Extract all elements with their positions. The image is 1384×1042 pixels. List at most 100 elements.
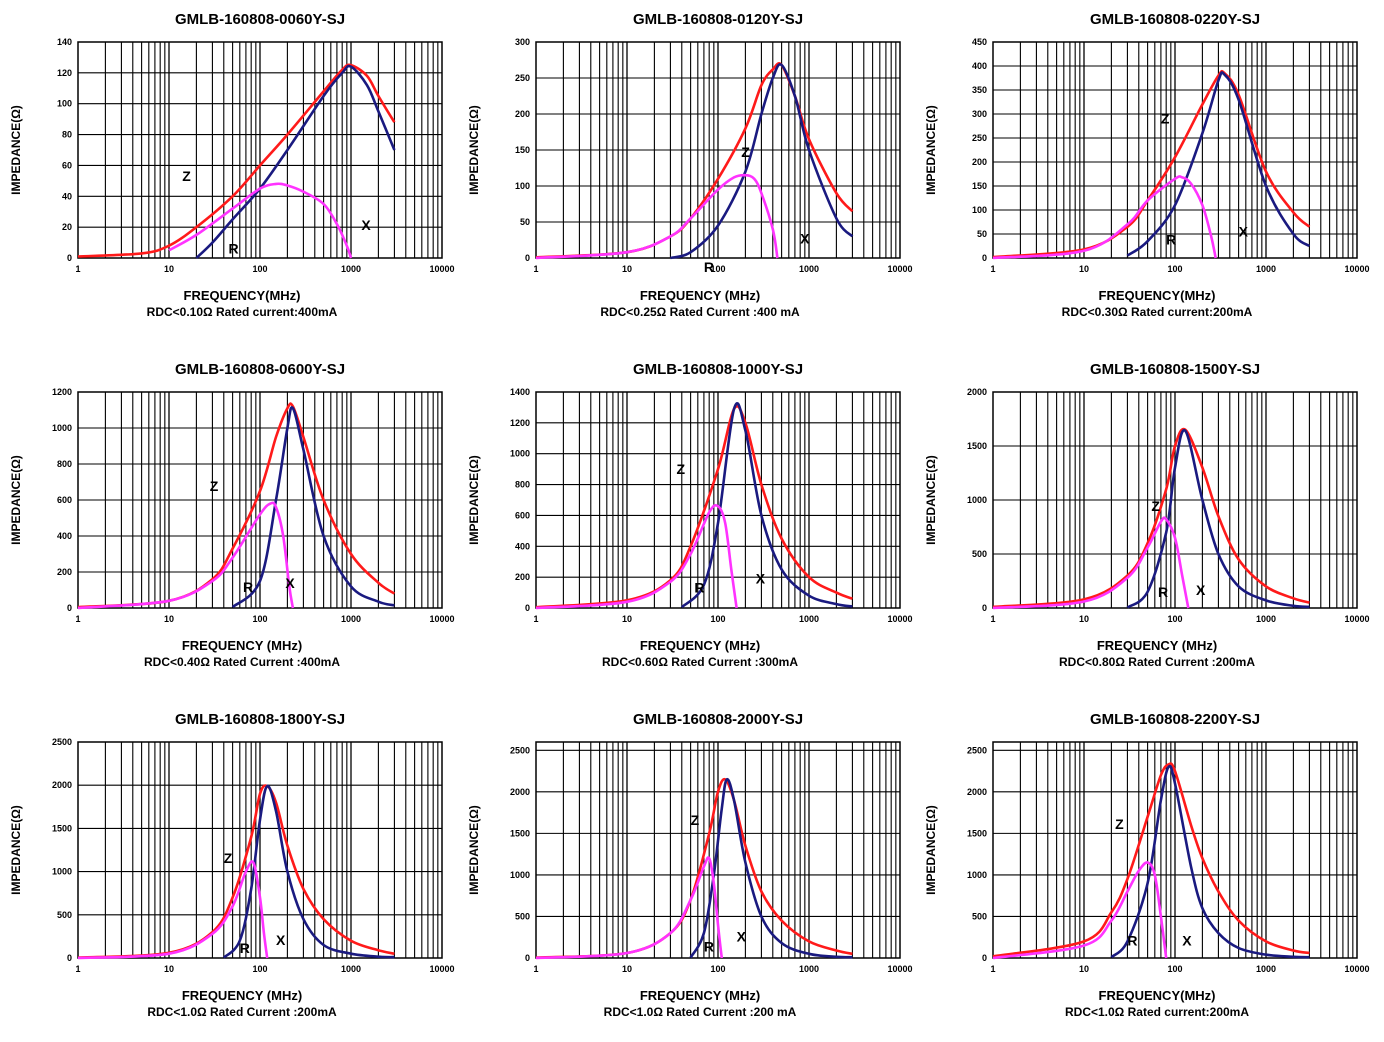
curve-label: X — [737, 928, 747, 944]
y-tick-label: 2000 — [967, 787, 987, 797]
y-tick-label: 2500 — [52, 737, 72, 747]
chart-panel: GMLB-160808-1500Y-SJ 0 500 1000 1500 2000 1 10 1… — [915, 350, 1375, 692]
curve-label: X — [1196, 582, 1206, 598]
x-tick-label: 10000 — [429, 614, 454, 624]
y-tick-label: 1200 — [52, 387, 72, 397]
chart-panel: GMLB-160808-1000Y-SJ 0 200 400 600 800 1000 120… — [458, 350, 918, 692]
x-tick-label: 100 — [1167, 964, 1182, 974]
series-line-x — [195, 64, 396, 259]
rated-specs-note: RDC<1.0Ω Rated current:200mA — [1065, 1005, 1249, 1019]
rated-specs-note: RDC<0.25Ω Rated Current :400 mA — [600, 305, 800, 319]
x-tick-label: 1000 — [799, 614, 819, 624]
rated-specs-note: RDC<1.0Ω Rated Current :200 mA — [604, 1005, 797, 1019]
curve-label: X — [1239, 223, 1249, 239]
y-tick-label: 0 — [982, 603, 987, 613]
chart-title: GMLB-160808-0220Y-SJ — [1090, 11, 1260, 28]
series-line-x — [231, 406, 395, 609]
y-tick-label: 150 — [515, 145, 530, 155]
x-tick-label: 1000 — [799, 264, 819, 274]
x-tick-label: 10 — [1079, 614, 1089, 624]
x-tick-label: 100 — [710, 964, 725, 974]
curve-label: X — [756, 570, 766, 586]
y-tick-label: 200 — [57, 567, 72, 577]
y-tick-label: 120 — [57, 68, 72, 78]
x-tick-label: 1000 — [799, 964, 819, 974]
x-axis-label: FREQUENCY(MHz) — [1099, 988, 1216, 1003]
y-tick-label: 1000 — [967, 495, 987, 505]
y-tick-label: 1000 — [967, 870, 987, 880]
y-tick-label: 2000 — [52, 780, 72, 790]
y-tick-label: 100 — [972, 205, 987, 215]
curve-label: X — [1182, 933, 1192, 949]
chart-title: GMLB-160808-1800Y-SJ — [175, 711, 345, 728]
curve-label: Z — [210, 478, 219, 494]
y-tick-label: 350 — [972, 85, 987, 95]
curve-label: Z — [677, 461, 686, 477]
y-tick-label: 400 — [515, 541, 530, 551]
series-line-x — [1126, 71, 1311, 257]
x-tick-label: 1 — [533, 264, 538, 274]
chart-panel: GMLB-160808-1800Y-SJ 0 500 1000 1500 2000 2500… — [0, 700, 460, 1042]
x-axis-label: FREQUENCY (MHz) — [182, 988, 302, 1003]
y-axis-label: IMPEDANCE(Ω) — [9, 105, 23, 195]
x-tick-label: 1 — [75, 264, 80, 274]
x-axis-label: FREQUENCY(MHz) — [1099, 288, 1216, 303]
impedance-chart: GMLB-160808-0600Y-SJ 0 200 400 600 800 1000 120… — [9, 361, 455, 669]
curve-label: Z — [224, 850, 233, 866]
x-tick-label: 1000 — [1256, 264, 1276, 274]
y-axis-label: IMPEDANCE(Ω) — [9, 455, 23, 545]
chart-panel: GMLB-160808-2000Y-SJ 0 500 1000 1500 2000 2500… — [458, 700, 918, 1042]
y-tick-label: 400 — [972, 61, 987, 71]
x-tick-label: 10000 — [429, 264, 454, 274]
y-tick-label: 1000 — [52, 423, 72, 433]
y-axis-label: IMPEDANCE(Ω) — [467, 105, 481, 195]
y-tick-label: 100 — [57, 99, 72, 109]
x-tick-label: 100 — [710, 614, 725, 624]
y-tick-label: 0 — [982, 253, 987, 263]
x-tick-label: 1 — [990, 264, 995, 274]
series-line-r — [535, 856, 724, 960]
y-axis-label: IMPEDANCE(Ω) — [924, 455, 938, 545]
curve-label: Z — [741, 144, 750, 160]
y-tick-label: 600 — [515, 510, 530, 520]
curve-label: X — [361, 217, 371, 233]
impedance-chart: GMLB-160808-0120Y-SJ 0 50 100 150 200 250 300 1 1… — [467, 11, 913, 319]
chart-panel: GMLB-160808-0120Y-SJ 0 50 100 150 200 250 300 1 1… — [458, 0, 918, 342]
series-line-x — [222, 784, 395, 959]
x-tick-label: 10000 — [1344, 964, 1369, 974]
y-tick-label: 200 — [515, 572, 530, 582]
y-tick-label: 300 — [515, 37, 530, 47]
y-tick-label: 0 — [525, 603, 530, 613]
y-tick-label: 600 — [57, 495, 72, 505]
x-tick-label: 1 — [990, 614, 995, 624]
y-tick-label: 2000 — [510, 787, 530, 797]
y-tick-label: 2500 — [967, 745, 987, 755]
y-tick-label: 200 — [515, 109, 530, 119]
curve-label: R — [243, 579, 253, 595]
impedance-chart: GMLB-160808-1500Y-SJ 0 500 1000 1500 2000 1 10 1… — [924, 361, 1370, 669]
y-tick-label: 150 — [972, 181, 987, 191]
curve-label: X — [276, 932, 286, 948]
y-tick-label: 0 — [67, 603, 72, 613]
x-tick-label: 100 — [1167, 614, 1182, 624]
y-tick-label: 300 — [972, 109, 987, 119]
chart-title: GMLB-160808-1500Y-SJ — [1090, 361, 1260, 378]
y-tick-label: 20 — [62, 222, 72, 232]
impedance-chart: GMLB-160808-0220Y-SJ 0 50 100 150 200 250 300 35… — [924, 11, 1370, 319]
curve-label: R — [228, 240, 238, 256]
impedance-chart: GMLB-160808-1000Y-SJ 0 200 400 600 800 1000 120… — [467, 361, 913, 669]
y-tick-label: 400 — [57, 531, 72, 541]
y-tick-label: 250 — [972, 133, 987, 143]
y-tick-label: 1200 — [510, 418, 530, 428]
y-tick-label: 2000 — [967, 387, 987, 397]
y-tick-label: 0 — [67, 953, 72, 963]
curve-label: R — [1166, 232, 1176, 248]
y-axis-label: IMPEDANCE(Ω) — [467, 805, 481, 895]
curve-label: Z — [1115, 816, 1124, 832]
impedance-chart: GMLB-160808-2200Y-SJ 0 500 1000 1500 2000 2500… — [924, 711, 1370, 1019]
series-line-x — [670, 63, 854, 260]
series-line-x — [1126, 428, 1310, 609]
curve-label: Z — [182, 168, 191, 184]
x-tick-label: 10000 — [1344, 264, 1369, 274]
x-axis-label: FREQUENCY (MHz) — [1097, 638, 1217, 653]
